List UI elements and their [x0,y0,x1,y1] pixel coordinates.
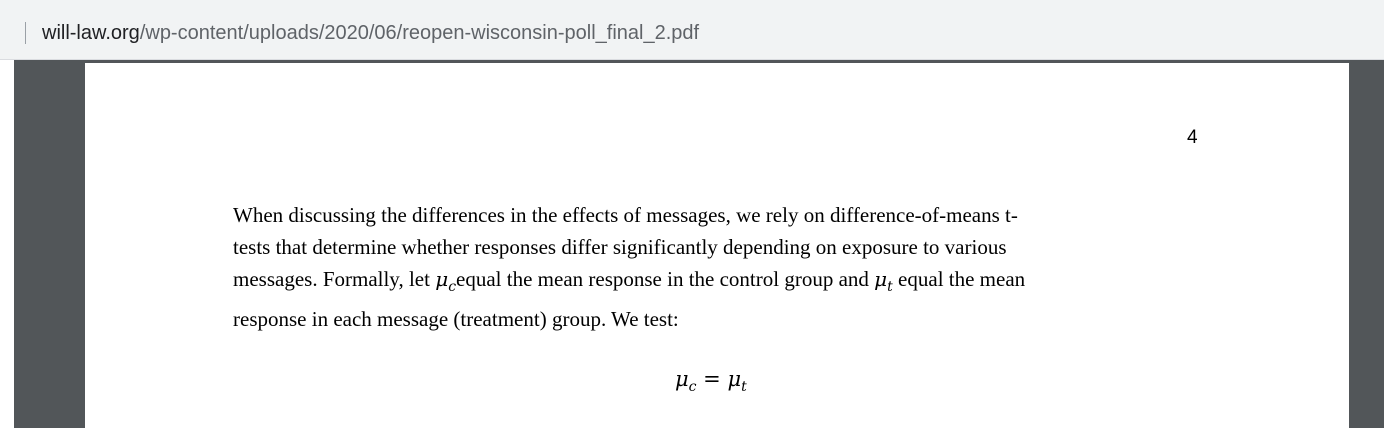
paragraph-line-3: messages. Formally, let μcequal the mean… [233,263,1193,303]
equation-lhs: μc [675,367,697,396]
line3-text-a: messages. Formally, let [233,267,436,291]
url-text[interactable]: will-law.org/wp-content/uploads/2020/06/… [42,19,699,47]
url-path: /wp-content/uploads/2020/06/reopen-wisco… [139,22,700,44]
paragraph-line-2: tests that determine whether responses d… [233,235,1007,259]
paragraph-line-4: response in each message (treatment) gro… [233,307,679,331]
address-bar[interactable]: will-law.org/wp-content/uploads/2020/06/… [0,0,1384,60]
equation: μc = μt [675,367,747,395]
mu-t-symbol: μt [874,267,893,295]
paragraph-line-1: When discussing the differences in the e… [233,203,1018,227]
equation-operator: = [696,367,728,391]
pdf-page: 4 When discussing the differences in the… [85,63,1349,428]
line3-text-b: equal the mean response in the control g… [456,267,875,291]
address-caret [25,22,26,44]
url-domain: will-law.org [42,22,140,44]
line3-text-c: equal the mean [892,267,1026,291]
page-number: 4 [1187,127,1198,148]
body-paragraph: When discussing the differences in the e… [233,199,1193,335]
viewer-edge [0,60,14,428]
mu-c-symbol: μc [435,267,457,295]
equation-rhs: μt [727,367,747,396]
